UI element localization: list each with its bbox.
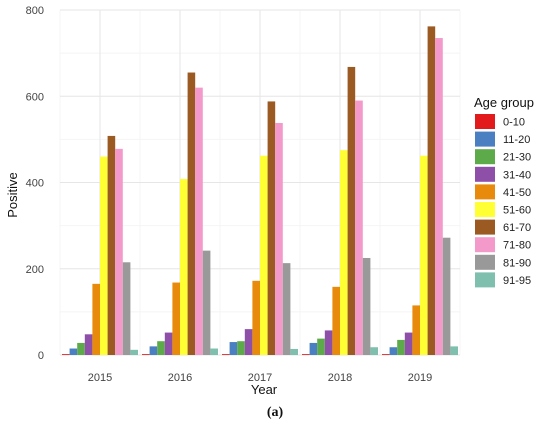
bar-51-60-2018	[340, 150, 348, 355]
legend-swatch-81-90	[475, 254, 495, 270]
bar-91-95-2019	[450, 346, 458, 356]
bar-51-60-2019	[420, 155, 428, 355]
bar-31-40-2016	[164, 332, 173, 355]
bar-51-60-2015	[100, 156, 108, 355]
bar-11-20-2019	[389, 347, 398, 355]
bar-21-30-2015	[77, 342, 85, 355]
bar-71-80-2018	[355, 100, 363, 355]
bar-0-10-2016	[142, 354, 150, 355]
legend-swatch-51-60	[475, 202, 495, 217]
bar-91-95-2017	[290, 348, 298, 355]
bar-51-60-2017	[260, 155, 268, 355]
bar-41-50-2018	[332, 286, 340, 355]
bar-31-40-2015	[84, 334, 93, 355]
bar-31-40-2018	[324, 330, 333, 355]
legend-title: Age group	[474, 95, 534, 110]
bar-11-20-2017	[229, 342, 238, 355]
bar-21-30-2018	[317, 338, 325, 355]
bar-71-80-2016	[195, 87, 203, 356]
bar-81-90-2015	[122, 262, 131, 355]
bar-61-70-2017	[267, 101, 276, 356]
bar-41-50-2017	[252, 280, 260, 355]
bar-41-50-2015	[92, 283, 100, 355]
bar-81-90-2018	[362, 257, 371, 355]
bar-81-90-2019	[442, 237, 451, 355]
bar-0-10-2015	[62, 354, 70, 355]
x-tick-label: 2015	[88, 372, 112, 384]
bar-21-30-2019	[397, 339, 405, 355]
legend-label-81-90: 81-90	[503, 257, 531, 269]
bar-91-95-2016	[210, 348, 218, 355]
bar-91-95-2018	[370, 347, 378, 355]
legend-label-71-80: 71-80	[503, 240, 531, 252]
x-axis-ticks: 2015 2016 2017 2018 2019	[88, 372, 432, 384]
bar-71-80-2017	[275, 122, 283, 356]
legend-label-61-70: 61-70	[503, 222, 531, 234]
legend-swatch-91-95	[475, 272, 495, 288]
legend-swatch-31-40	[475, 166, 495, 182]
legend-label-11-20: 11-20	[503, 134, 530, 146]
bar-41-50-2019	[412, 305, 420, 355]
bar-71-80-2015	[115, 148, 123, 355]
bar-91-95-2015	[130, 349, 138, 355]
bar-61-70-2018	[347, 66, 356, 356]
y-axis-title: Positive	[5, 172, 20, 218]
bar-61-70-2019	[427, 26, 436, 355]
x-tick-label: 2019	[408, 372, 432, 384]
legend-label-31-40: 31-40	[503, 169, 531, 181]
legend-label-0-10: 0-10	[503, 117, 525, 129]
y-tick-label: 200	[26, 264, 44, 276]
legend-label-51-60: 51-60	[503, 205, 531, 217]
y-tick-label: 400	[26, 178, 44, 190]
bar-0-10-2018	[302, 354, 310, 355]
bar-11-20-2015	[69, 348, 78, 355]
bar-31-40-2017	[244, 329, 253, 356]
bar-81-90-2017	[282, 263, 291, 355]
y-tick-label: 0	[38, 350, 44, 362]
bar-71-80-2019	[435, 38, 443, 355]
bar-0-10-2017	[222, 354, 230, 355]
legend-swatch-71-80	[475, 237, 495, 253]
legend-swatch-0-10	[475, 114, 495, 129]
bar-11-20-2016	[149, 346, 158, 356]
legend-swatch-21-30	[475, 149, 495, 165]
bar-31-40-2019	[404, 332, 413, 355]
legend-label-41-50: 41-50	[503, 187, 531, 199]
legend-label-91-95: 91-95	[503, 275, 531, 287]
bar-81-90-2016	[202, 250, 211, 355]
bar-0-10-2019	[382, 354, 390, 355]
x-tick-label: 2016	[168, 372, 192, 384]
bar-51-60-2016	[180, 179, 188, 355]
x-axis-title: Year	[251, 382, 278, 397]
y-axis-ticks: 0 200 400 600 800	[26, 5, 44, 362]
bars	[62, 26, 458, 356]
bar-41-50-2016	[172, 282, 180, 355]
bar-11-20-2018	[309, 342, 318, 355]
y-tick-label: 600	[26, 91, 44, 103]
legend-swatch-41-50	[475, 184, 495, 200]
y-tick-label: 800	[26, 5, 44, 17]
bar-61-70-2015	[107, 135, 116, 355]
x-tick-label: 2017	[248, 372, 272, 384]
legend-swatch-61-70	[475, 219, 495, 235]
legend-label-21-30: 21-30	[503, 152, 531, 164]
x-tick-label: 2018	[328, 372, 352, 384]
bar-61-70-2016	[187, 72, 196, 355]
legend-swatch-11-20	[475, 131, 495, 147]
figure-caption: (a)	[267, 405, 284, 420]
bar-21-30-2016	[157, 341, 165, 355]
bar-21-30-2017	[237, 341, 245, 355]
legend: Age group 0-10 11-20 21-30 31-40 41-50 51-60 6…	[474, 95, 534, 288]
